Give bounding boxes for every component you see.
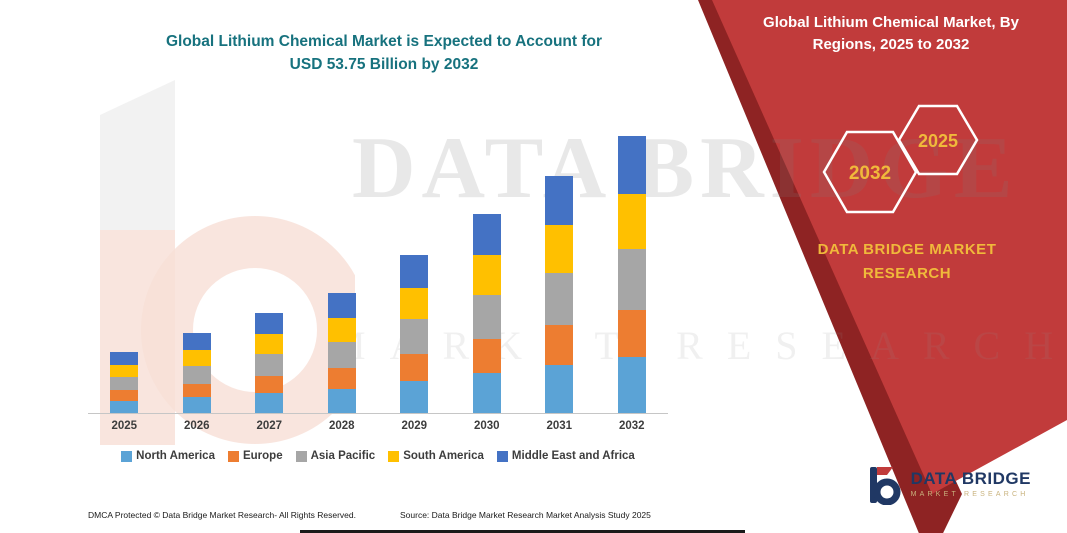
legend-item: Asia Pacific — [295, 450, 376, 462]
x-label: 2031 — [546, 420, 573, 432]
year-hexagons: 2032 2025 — [822, 104, 979, 214]
x-label: 2028 — [328, 420, 355, 432]
bar-segment — [255, 392, 284, 413]
bar-segment — [545, 225, 574, 273]
brand-text-line2: RESEARCH — [862, 265, 952, 282]
bar-segment — [472, 372, 501, 413]
hexagon-2025-label: 2025 — [918, 131, 958, 151]
chart-title-line1: Global Lithium Chemical Market is Expect… — [165, 33, 603, 50]
footer-logo: DATA BRIDGE MARKET RESEARCH — [861, 463, 1031, 505]
bar-segment — [545, 324, 574, 366]
chart-title: Global Lithium Chemical Market is Expect… — [128, 30, 640, 77]
hexagon-2032-label: 2032 — [849, 163, 891, 184]
bar-2029 — [394, 254, 434, 413]
x-label: 2029 — [401, 420, 428, 432]
data-bridge-logo-icon — [869, 467, 901, 505]
bar-segment — [545, 365, 574, 413]
bar-segment — [327, 368, 356, 389]
bar-segment — [617, 356, 646, 413]
bar-segment — [182, 333, 211, 351]
legend: North America Europe Asia Pacific South Ame… — [48, 450, 708, 462]
panel-heading-line2: Regions, 2025 to 2032 — [812, 35, 970, 53]
bar-segment — [255, 353, 284, 376]
legend-item: Europe — [227, 450, 283, 462]
bar-segment — [545, 175, 574, 226]
legend-label: Asia Pacific — [310, 450, 376, 462]
x-label: 2030 — [473, 420, 500, 432]
legend-swatch — [121, 450, 133, 462]
footer-logo-name: DATA BRIDGE — [910, 469, 1031, 489]
bar-2026 — [177, 333, 217, 413]
bar-segment — [617, 136, 646, 195]
bar-segment — [327, 317, 356, 342]
legend-swatch — [388, 450, 400, 462]
bar-2028 — [322, 293, 362, 413]
bar-segment — [400, 254, 429, 288]
chart-title-line2: USD 53.75 Billion by 2032 — [289, 56, 479, 74]
bar-segment — [110, 364, 139, 377]
legend-label: Europe — [242, 450, 283, 462]
bar-2032 — [612, 136, 652, 413]
red-band — [712, 0, 1067, 494]
bar-segment — [472, 255, 501, 296]
bar-segment — [472, 338, 501, 373]
x-label: 2027 — [256, 420, 283, 432]
bar-segment — [110, 376, 139, 391]
bar-segment — [110, 352, 139, 365]
bar-segment — [182, 366, 211, 384]
bar-2025 — [104, 352, 144, 413]
bar-segment — [255, 313, 284, 334]
panel-heading: Global Lithium Chemical Market, By Regio… — [731, 12, 1051, 56]
hexagon-2025 — [897, 104, 979, 176]
bottom-rule — [300, 530, 745, 533]
bar-segment — [545, 272, 574, 325]
bar-segment — [400, 381, 429, 413]
bar-segment — [255, 333, 284, 354]
bar-segment — [617, 310, 646, 357]
legend-item: Middle East and Africa — [496, 450, 635, 462]
bars-row — [88, 120, 668, 413]
plot-area — [88, 120, 668, 414]
x-label: 2025 — [111, 420, 138, 432]
bar-segment — [472, 214, 501, 256]
hexagon-2032 — [822, 130, 918, 214]
bar-segment — [472, 295, 501, 339]
bar-segment — [617, 249, 646, 311]
bar-2027 — [249, 313, 289, 413]
footer-logo-tagline: MARKET RESEARCH — [910, 490, 1029, 498]
bar-segment — [327, 293, 356, 318]
source-note: Source: Data Bridge Market Research Mark… — [400, 510, 651, 520]
bar-segment — [617, 194, 646, 250]
legend-label: South America — [403, 450, 484, 462]
bar-segment — [110, 400, 139, 413]
bar-segment — [400, 319, 429, 355]
brand-text-line1: DATA BRIDGE MARKET — [817, 241, 997, 258]
brand-text: DATA BRIDGE MARKET RESEARCH — [798, 238, 1016, 286]
legend-swatch — [227, 450, 239, 462]
bar-segment — [182, 383, 211, 397]
legend-item: North America — [121, 450, 215, 462]
legend-swatch — [496, 450, 508, 462]
bar-2030 — [467, 214, 507, 413]
x-label: 2026 — [183, 420, 210, 432]
bar-segment — [327, 388, 356, 413]
legend-item: South America — [388, 450, 484, 462]
bar-segment — [182, 350, 211, 367]
bar-2031 — [539, 175, 579, 413]
bar-segment — [110, 390, 139, 401]
bar-segment — [400, 287, 429, 320]
x-axis-labels: 2025 2026 2027 2028 2029 2030 2031 2032 — [88, 420, 668, 432]
bar-segment — [255, 375, 284, 393]
legend-label: Middle East and Africa — [511, 450, 635, 462]
dmca-notice: DMCA Protected © Data Bridge Market Rese… — [88, 510, 356, 520]
bar-segment — [182, 397, 211, 413]
panel-heading-line1: Global Lithium Chemical Market, By — [763, 14, 1019, 31]
legend-swatch — [295, 450, 307, 462]
bar-segment — [400, 354, 429, 381]
x-label: 2032 — [618, 420, 645, 432]
legend-label: North America — [136, 450, 215, 462]
bar-segment — [327, 341, 356, 369]
